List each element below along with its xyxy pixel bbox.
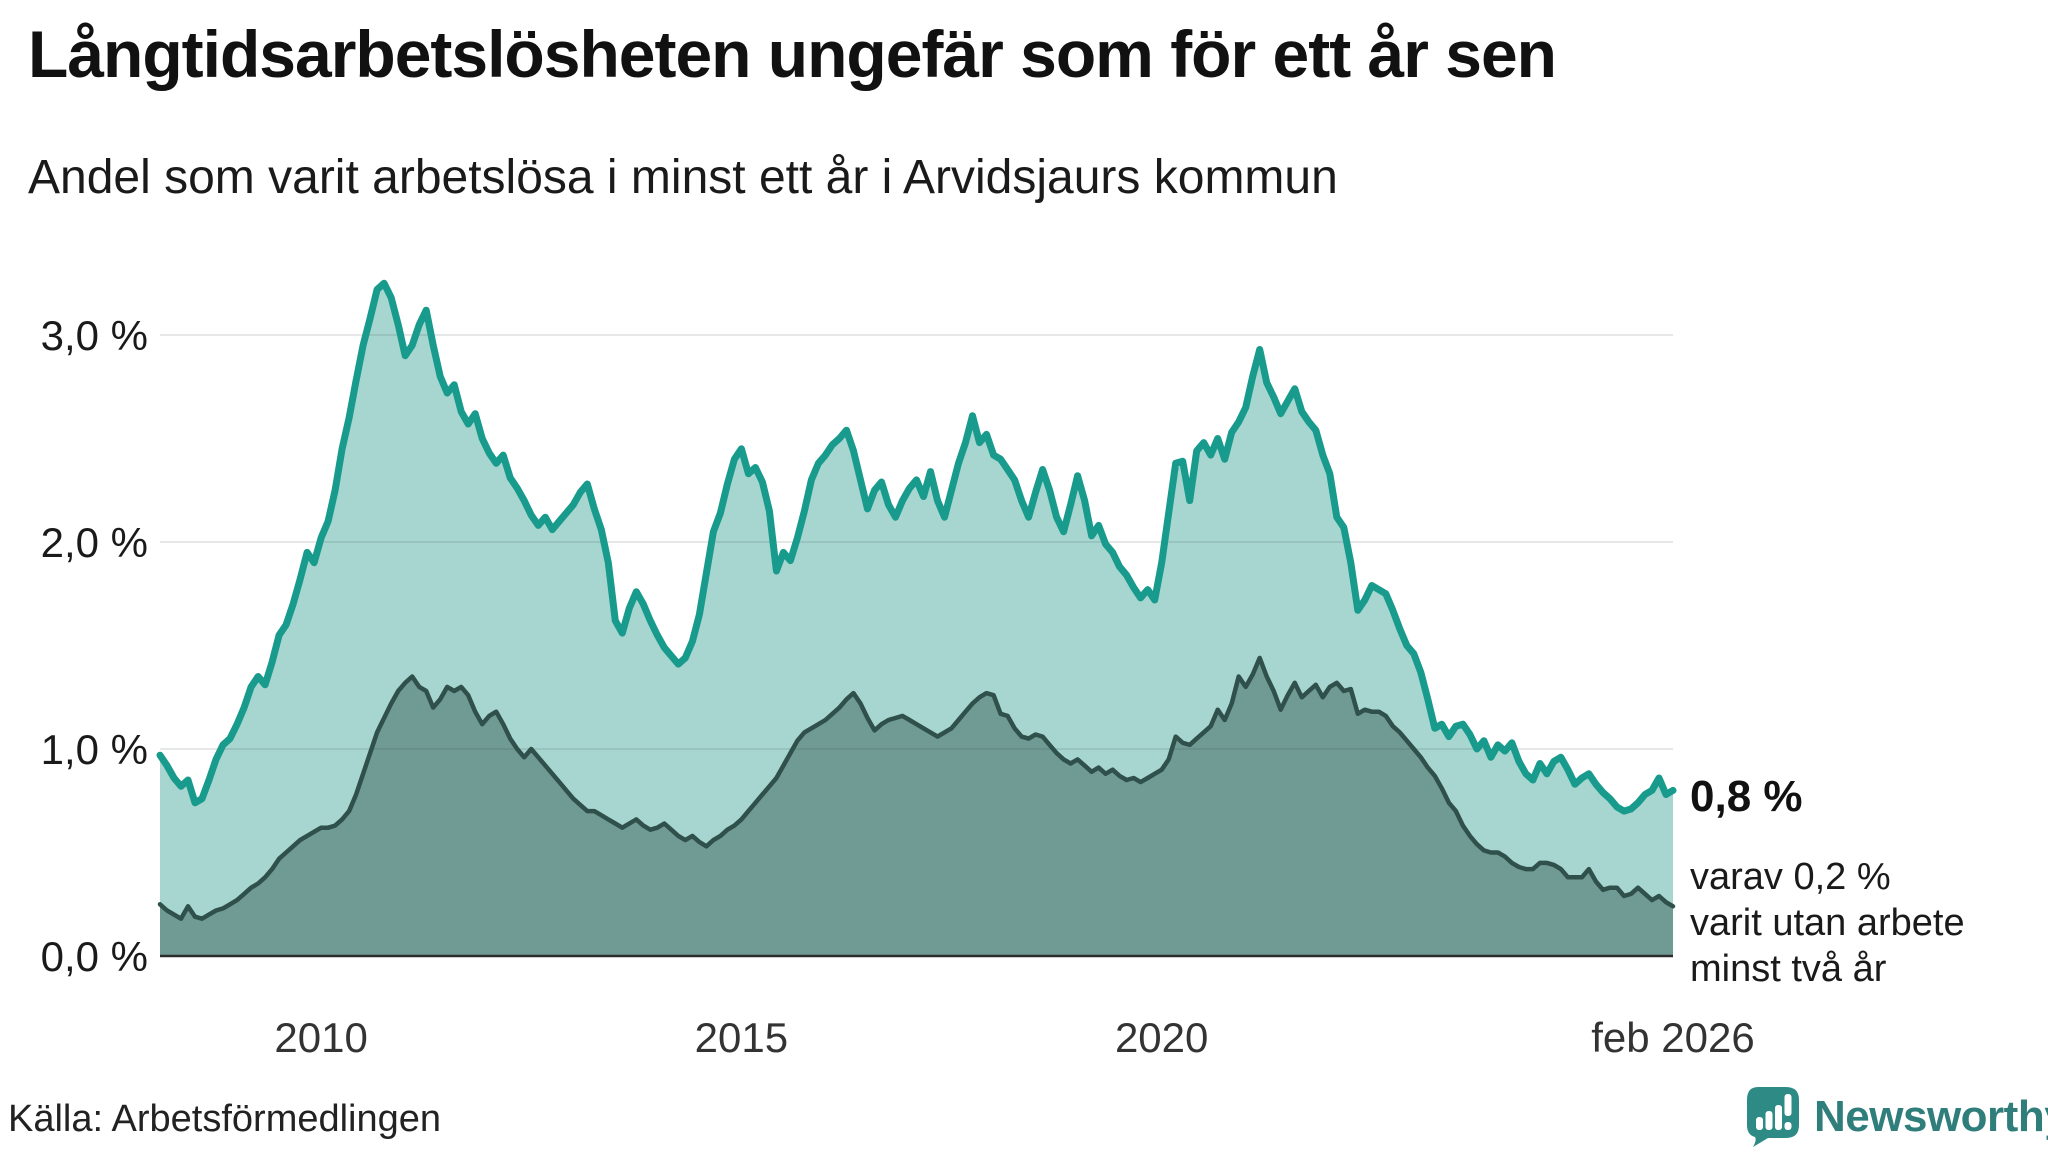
x-axis-tick-label: feb 2026: [1591, 1014, 1755, 1061]
series-area-minst-tva-ar: [160, 657, 1673, 956]
note-line-3: minst två år: [1690, 948, 1887, 990]
newsworthy-speech-bubble-bar-chart-icon: [1747, 1087, 1799, 1147]
newsworthy-logo-text: Newsworthy: [1814, 1092, 2048, 1141]
x-axis-tick-label: 2015: [695, 1014, 788, 1061]
y-axis-tick-label: 2,0 %: [41, 519, 148, 566]
series-line-minst-tva-ar: [157, 655, 1676, 921]
y-axis-tick-label: 0,0 %: [41, 933, 148, 980]
series-line-minst-ett-ar: [156, 279, 1677, 815]
latest-value-label: 0,8 %: [1690, 772, 1803, 821]
x-axis-tick-label: 2010: [274, 1014, 367, 1061]
chart-subtitle: Andel som varit arbetslösa i minst ett å…: [28, 151, 1338, 204]
page-title: Långtidsarbetslösheten ungefär som för e…: [28, 17, 1557, 91]
newsworthy-logo: Newsworthy: [1744, 1086, 2048, 1148]
note-line-1: varav 0,2 %: [1690, 856, 1891, 898]
x-axis-tick-label: 2020: [1115, 1014, 1208, 1061]
y-axis-tick-label: 1,0 %: [41, 726, 148, 773]
latest-value-note: varav 0,2 % varit utan arbete minst två …: [1690, 854, 1965, 992]
source-caption: Källa: Arbetsförmedlingen: [8, 1098, 442, 1140]
note-line-2: varit utan arbete: [1690, 902, 1965, 944]
y-axis-tick-label: 3,0 %: [41, 312, 148, 359]
